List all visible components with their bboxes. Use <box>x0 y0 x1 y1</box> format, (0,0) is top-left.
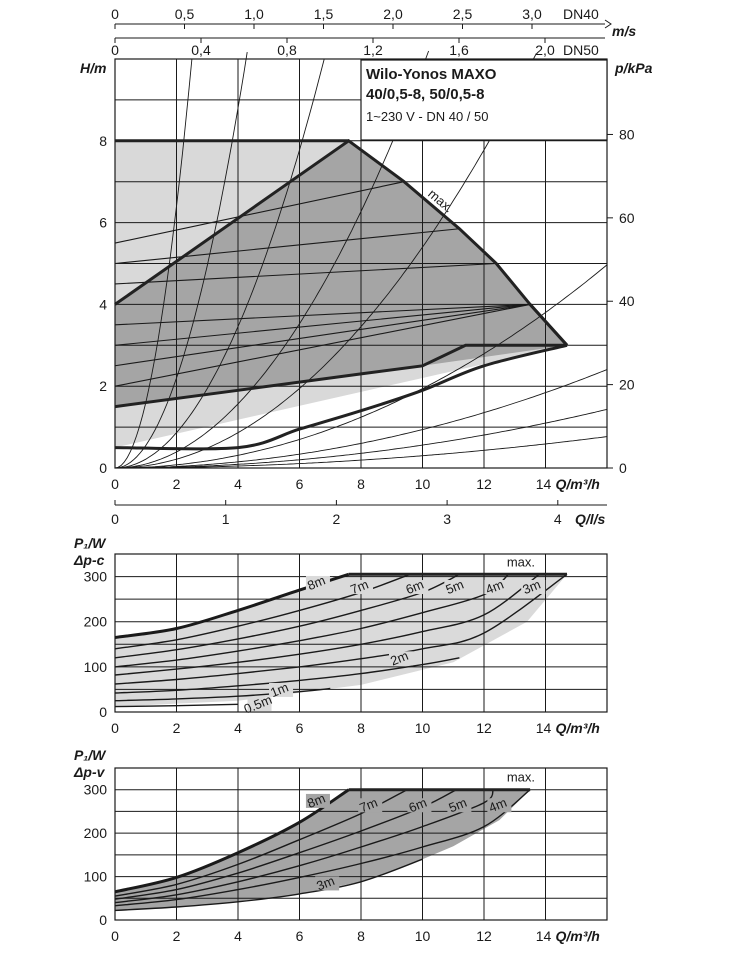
head-xtick: 12 <box>476 476 492 492</box>
head-ytick: 6 <box>99 215 107 231</box>
head-xtick: 14 <box>536 476 552 492</box>
dn40-tick: 2,0 <box>383 6 403 22</box>
power_dpv-ytick: 300 <box>84 782 108 798</box>
power_dpc-ytick: 0 <box>99 704 107 720</box>
power_dpc-ytick: 300 <box>84 569 108 585</box>
dn50-tick: 0,4 <box>191 42 211 58</box>
ls-label: Q/l/s <box>575 511 606 527</box>
chart-title-line2: 40/0,5-8, 50/0,5-8 <box>366 86 484 103</box>
head-ytick: 8 <box>99 133 107 149</box>
head-xlabel: Q/m³/h <box>556 476 600 492</box>
chart-title-line1: Wilo-Yonos MAXO <box>366 66 497 83</box>
kpa-tick: 20 <box>619 377 635 393</box>
power_dpc-xlabel: Q/m³/h <box>556 720 600 736</box>
dn40-name: DN40 <box>563 6 599 22</box>
power_dpv-ytick: 100 <box>84 869 108 885</box>
dn50-tick: 0 <box>111 42 119 58</box>
chart-subtitle: 1~230 V - DN 40 / 50 <box>366 109 489 124</box>
power_dpv-ylabel-1: P₁/W <box>74 747 107 763</box>
dn40-tick: 2,5 <box>453 6 473 22</box>
head-xtick: 10 <box>415 476 431 492</box>
power_dpv-xtick: 0 <box>111 928 119 944</box>
power_dpc-region <box>115 574 567 706</box>
dn50-tick: 0,8 <box>277 42 297 58</box>
power_dpc-xtick: 6 <box>296 720 304 736</box>
head-ytick: 4 <box>99 296 107 312</box>
power_dpv-xtick: 12 <box>476 928 492 944</box>
dn50-tick: 1,6 <box>449 42 469 58</box>
kpa-tick: 0 <box>619 460 627 476</box>
kpa-tick: 40 <box>619 293 635 309</box>
dn40-tick: 0 <box>111 6 119 22</box>
power_dpc-xtick: 8 <box>357 720 365 736</box>
power_dpc-ytick: 200 <box>84 614 108 630</box>
axis-arrow <box>605 20 611 28</box>
ls-tick: 3 <box>443 511 451 527</box>
power_dpv-ylabel-2: Δp-v <box>73 764 106 780</box>
power_dpv-ytick: 0 <box>99 912 107 928</box>
power_dpv-xlabel: Q/m³/h <box>556 928 600 944</box>
dn50-tick: 2,0 <box>535 42 555 58</box>
dn40-tick: 0,5 <box>175 6 195 22</box>
head-ytick: 0 <box>99 460 107 476</box>
ls-tick: 1 <box>222 511 230 527</box>
power_dpc-ylabel-1: P₁/W <box>74 535 107 551</box>
ls-tick: 4 <box>554 511 562 527</box>
power_dpv-xtick: 4 <box>234 928 242 944</box>
dn40-tick: 3,0 <box>522 6 542 22</box>
power_dpv-max-label: max. <box>507 770 535 785</box>
head-ylabel: H/m <box>80 60 106 76</box>
head-ytick: 2 <box>99 378 107 394</box>
power_dpc-xtick: 2 <box>173 720 181 736</box>
kpa-tick: 60 <box>619 210 635 226</box>
power_dpc-xtick: 0 <box>111 720 119 736</box>
power_dpc-ylabel-2: Δp-c <box>73 552 105 568</box>
power_dpc-xtick: 14 <box>536 720 552 736</box>
power_dpc-xtick: 10 <box>415 720 431 736</box>
power_dpc-max-label: max. <box>507 554 535 569</box>
head-xtick: 0 <box>111 476 119 492</box>
power_dpv-ytick: 200 <box>84 825 108 841</box>
head-xtick: 2 <box>173 476 181 492</box>
power_dpc-xtick: 4 <box>234 720 242 736</box>
head-ylabel-right: p/kPa <box>614 60 653 76</box>
velocity-unit: m/s <box>612 23 636 39</box>
ls-tick: 0 <box>111 511 119 527</box>
head-xtick: 6 <box>296 476 304 492</box>
power_dpc-ytick: 100 <box>84 659 108 675</box>
ls-tick: 2 <box>333 511 341 527</box>
power_dpc-xtick: 12 <box>476 720 492 736</box>
dn40-tick: 1,5 <box>314 6 334 22</box>
power_dpv-xtick: 6 <box>296 928 304 944</box>
power_dpv-xtick: 14 <box>536 928 552 944</box>
power_dpv-xtick: 8 <box>357 928 365 944</box>
kpa-tick: 80 <box>619 126 635 142</box>
dn40-tick: 1,0 <box>244 6 264 22</box>
dn50-name: DN50 <box>563 42 599 58</box>
power_dpv-chart <box>115 768 607 920</box>
power_dpv-xtick: 10 <box>415 928 431 944</box>
power_dpv-xtick: 2 <box>173 928 181 944</box>
dn50-tick: 1,2 <box>363 42 383 58</box>
head-xtick: 8 <box>357 476 365 492</box>
head-xtick: 4 <box>234 476 242 492</box>
